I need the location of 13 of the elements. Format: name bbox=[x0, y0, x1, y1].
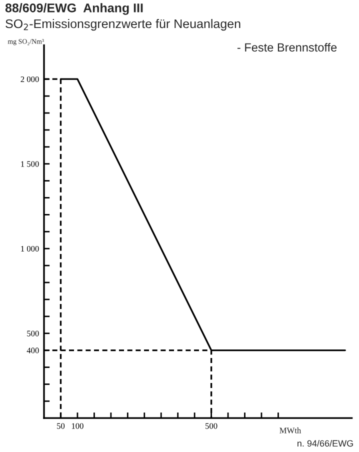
y-tick-label: 1 500 bbox=[21, 161, 39, 167]
x-tick-label: 100 bbox=[72, 423, 84, 429]
y-tick-label: 500 bbox=[27, 330, 39, 336]
y-tick-label: 400 bbox=[26, 348, 39, 354]
chart-subtitle: SO$_{2}$-Emissionsgrenzwerte für Neuanlagen bbox=[6, 18, 240, 31]
y-tick-label: 2 000 bbox=[20, 76, 39, 82]
x-axis-title: MWth bbox=[280, 427, 302, 434]
y-tick-label: 1 000 bbox=[21, 246, 39, 252]
x-tick-label: 500 bbox=[206, 423, 218, 429]
chart-title: 88/609/EWG Anhang III bbox=[5, 3, 143, 15]
annotation: - Feste Brennstoffe bbox=[237, 42, 337, 52]
text: n. 94/66/EWG bbox=[298, 440, 353, 447]
x-tick-label: 50 bbox=[57, 423, 65, 429]
